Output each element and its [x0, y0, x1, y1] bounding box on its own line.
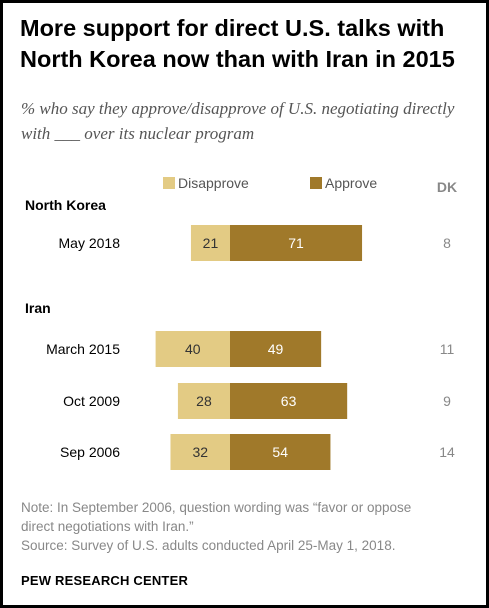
legend-label-approve: Approve	[325, 175, 377, 191]
bar-approve	[230, 434, 331, 470]
bar-value-approve: 54	[272, 444, 288, 460]
bar-approve	[230, 383, 348, 419]
bar-disapprove	[190, 225, 230, 261]
group-label: Iran	[25, 300, 51, 316]
legend-swatch-disapprove	[163, 177, 175, 189]
bar-disapprove	[155, 331, 230, 367]
chart-note: Note: In September 2006, question wordin…	[21, 498, 476, 555]
bar-disapprove	[177, 383, 230, 419]
bar-value-approve: 71	[288, 235, 304, 251]
row-label: Sep 2006	[60, 444, 120, 460]
bar-value-approve: 49	[268, 341, 284, 357]
bar-value-disapprove: 32	[192, 444, 208, 460]
chart-title: More support for direct U.S. talks with …	[20, 15, 455, 72]
dk-column-header: DK	[437, 179, 457, 195]
dk-value: 11	[440, 341, 455, 357]
group-label: North Korea	[25, 197, 106, 213]
bar-approve	[230, 225, 363, 261]
note-line: Note: In September 2006, question wordin…	[21, 500, 412, 515]
bar-disapprove	[170, 434, 230, 470]
row-label: March 2015	[46, 341, 120, 357]
row-label: Oct 2009	[63, 393, 120, 409]
row-label: May 2018	[59, 235, 121, 251]
footer-credit: PEW RESEARCH CENTER	[21, 573, 189, 588]
source-line: Source: Survey of U.S. adults conducted …	[21, 538, 396, 553]
bar-value-disapprove: 40	[185, 341, 201, 357]
legend-label-disapprove: Disapprove	[178, 175, 249, 191]
dk-value: 14	[439, 444, 455, 460]
note-line: direct negotiations with Iran.”	[21, 519, 194, 534]
bar-approve	[230, 331, 322, 367]
legend-swatch-approve	[310, 177, 322, 189]
bar-value-disapprove: 28	[196, 393, 212, 409]
dk-value: 9	[443, 393, 451, 409]
bar-value-approve: 63	[281, 393, 297, 409]
dk-value: 8	[443, 235, 451, 251]
bar-value-disapprove: 21	[203, 235, 219, 251]
chart-subtitle: % who say they approve/disapprove of U.S…	[21, 99, 455, 143]
bar-chart: Disapprove Approve DK North Korea May 2018 21…	[25, 175, 457, 470]
